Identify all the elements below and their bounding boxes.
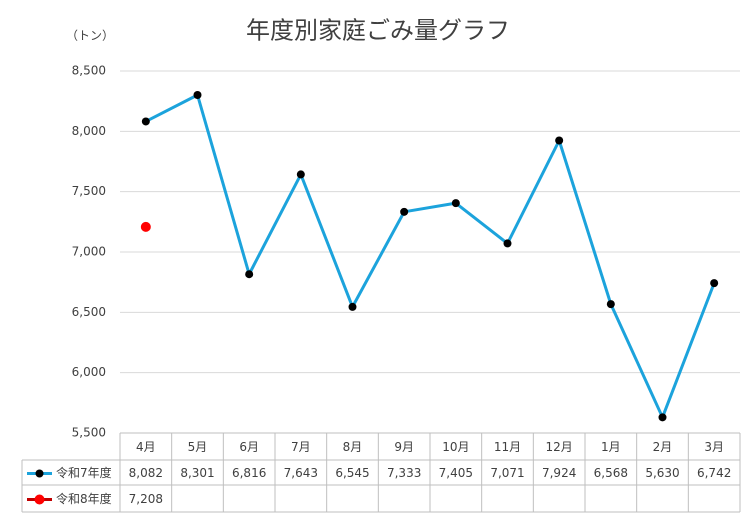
series-marker — [140, 221, 151, 232]
x-tick-label: 5月 — [188, 440, 208, 454]
x-tick-label: 7月 — [291, 440, 311, 454]
series-marker — [193, 91, 202, 100]
y-tick-label: 7,000 — [72, 245, 106, 259]
legend-label: 令和8年度 — [56, 491, 112, 506]
series-marker — [245, 270, 254, 279]
table-value: 8,301 — [180, 466, 214, 480]
legend-label: 令和7年度 — [56, 465, 112, 480]
x-tick-label: 2月 — [653, 440, 673, 454]
series-marker — [400, 207, 409, 216]
x-tick-label: 4月 — [136, 440, 156, 454]
y-tick-label: 8,500 — [72, 64, 106, 78]
x-tick-label: 11月 — [494, 440, 521, 454]
table-value: 7,333 — [387, 466, 421, 480]
x-tick-label: 12月 — [546, 440, 573, 454]
series-marker — [348, 302, 357, 311]
table-value: 5,630 — [645, 466, 679, 480]
series-marker — [296, 170, 305, 179]
y-tick-label: 6,000 — [72, 365, 106, 379]
table-value: 7,643 — [284, 466, 318, 480]
table-value: 6,568 — [594, 466, 628, 480]
y-tick-label: 7,500 — [72, 184, 106, 198]
series-marker — [555, 136, 564, 145]
series-line — [145, 93, 716, 419]
series-marker — [658, 413, 667, 422]
chart-title: 年度別家庭ごみ量グラフ — [246, 17, 510, 45]
table-value: 6,545 — [335, 466, 369, 480]
x-tick-label: 9月 — [394, 440, 414, 454]
x-tick-label: 10月 — [442, 440, 469, 454]
table-value: 7,208 — [129, 492, 163, 506]
table-value: 6,742 — [697, 466, 731, 480]
series-marker — [141, 117, 150, 126]
series-marker — [503, 239, 512, 248]
y-tick-label: 8,000 — [72, 124, 106, 138]
y-tick-label: 5,500 — [72, 426, 106, 440]
legend-marker — [35, 469, 44, 478]
series-marker — [451, 199, 460, 208]
series-marker — [710, 279, 719, 288]
series-marker — [606, 300, 615, 309]
table-value: 7,405 — [439, 466, 473, 480]
table-value: 8,082 — [129, 466, 163, 480]
y-tick-label: 6,500 — [72, 305, 106, 319]
table-value: 7,071 — [490, 466, 524, 480]
x-tick-label: 6月 — [239, 440, 259, 454]
table-value: 6,816 — [232, 466, 266, 480]
y-axis-label: （トン） — [66, 29, 114, 43]
x-tick-label: 8月 — [343, 440, 363, 454]
x-tick-label: 1月 — [601, 440, 621, 454]
legend-marker — [34, 494, 45, 505]
x-tick-label: 3月 — [704, 440, 724, 454]
table-value: 7,924 — [542, 466, 576, 480]
